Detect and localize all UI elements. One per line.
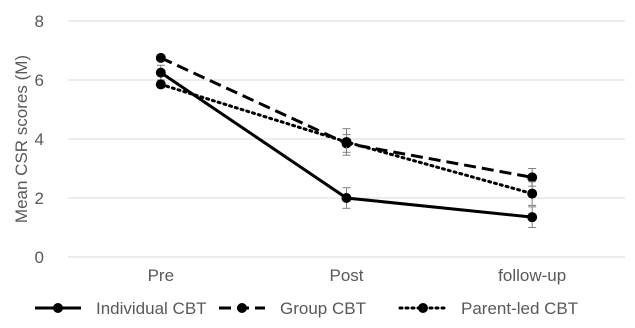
series-individual-cbt: [155, 64, 538, 228]
legend-label: Individual CBT: [96, 299, 207, 318]
legend: Individual CBT Group CBT Parent-led CBT: [35, 299, 578, 318]
legend-marker: [237, 303, 247, 313]
x-tick-label: follow-up: [498, 266, 566, 285]
series-group-cbt: [155, 52, 538, 187]
series-line: [160, 56, 533, 179]
series-parent-led-cbt: [155, 79, 538, 206]
data-point: [527, 212, 538, 223]
x-tick-label: Post: [329, 266, 363, 285]
legend-label: Parent-led CBT: [461, 299, 578, 318]
legend-label: Group CBT: [280, 299, 366, 318]
y-tick-label: 4: [35, 130, 44, 149]
y-tick-label: 6: [35, 71, 44, 90]
data-point: [155, 79, 166, 90]
legend-marker: [418, 303, 428, 313]
y-tick-label: 0: [35, 248, 44, 267]
x-tick-label: Pre: [148, 266, 174, 285]
data-point: [341, 193, 352, 203]
legend-item: Parent-led CBT: [398, 299, 578, 318]
y-axis-ticks: 0 2 4 6 8: [35, 12, 44, 267]
y-tick-label: 8: [35, 12, 44, 31]
x-axis-ticks: Pre Post follow-up: [148, 266, 567, 285]
y-axis-title: Mean CSR scores (M): [12, 55, 31, 223]
data-point: [527, 172, 538, 183]
data-point: [155, 67, 166, 78]
y-tick-label: 2: [35, 189, 44, 208]
series-group: [155, 52, 538, 228]
data-point: [155, 52, 166, 63]
legend-marker: [53, 303, 63, 313]
data-point: [341, 136, 352, 147]
legend-item: Group CBT: [219, 299, 366, 318]
legend-item: Individual CBT: [35, 299, 207, 318]
data-point: [527, 188, 538, 199]
